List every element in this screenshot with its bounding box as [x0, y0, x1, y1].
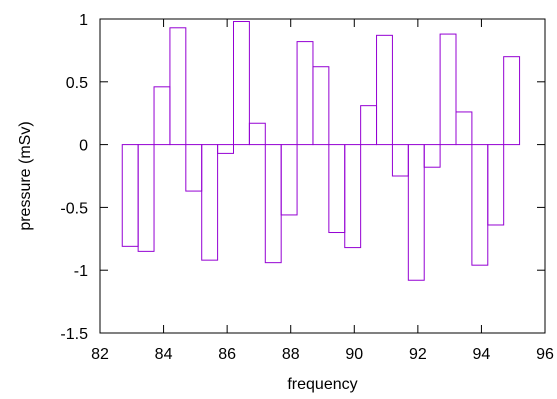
- x-tick-label: 96: [536, 346, 554, 363]
- bar: [503, 56, 521, 146]
- bar: [312, 66, 330, 146]
- bar: [423, 144, 441, 168]
- plot-frame: [99, 18, 546, 334]
- bar: [169, 27, 187, 146]
- x-tick-label: 88: [282, 346, 300, 363]
- bar: [248, 122, 266, 146]
- y-tick-label: -0.5: [60, 200, 88, 217]
- bar: [264, 144, 282, 264]
- bar: [328, 144, 346, 234]
- bar: [153, 86, 171, 146]
- bars-layer: [121, 21, 521, 281]
- y-tick-label: -1.5: [60, 326, 88, 343]
- bar: [185, 144, 203, 192]
- bar: [407, 144, 425, 281]
- bar: [137, 144, 155, 252]
- x-tick-label: 86: [218, 346, 236, 363]
- y-tick-label: -1: [74, 263, 88, 280]
- y-tick-label: 0.5: [66, 75, 88, 92]
- x-tick-label: 90: [345, 346, 363, 363]
- bar: [121, 144, 139, 247]
- x-tick-label: 84: [155, 346, 173, 363]
- bar: [455, 111, 473, 146]
- y-axis-label: pressure (mSv): [17, 121, 34, 230]
- x-tick-label: 92: [409, 346, 427, 363]
- y-tick-label: 1: [79, 12, 88, 29]
- bar: [487, 144, 505, 226]
- bar: [471, 144, 489, 266]
- bar: [344, 144, 362, 249]
- bar: [280, 144, 298, 216]
- ticks-layer: 82 84 86 88 90 92 94 96 -1.5 -1 -0.5 0 0.5 1: [60, 12, 554, 363]
- bar: [439, 33, 457, 146]
- bar: [391, 144, 409, 177]
- bar: [376, 34, 393, 146]
- bar: [201, 144, 219, 261]
- x-tick-label: 82: [91, 346, 109, 363]
- bar: [360, 105, 378, 146]
- bar: [233, 21, 250, 146]
- x-axis-label: frequency: [287, 376, 357, 393]
- bar: [296, 41, 314, 146]
- x-tick-label: 94: [473, 346, 491, 363]
- bar: [217, 144, 235, 154]
- y-tick-label: 0: [79, 138, 88, 155]
